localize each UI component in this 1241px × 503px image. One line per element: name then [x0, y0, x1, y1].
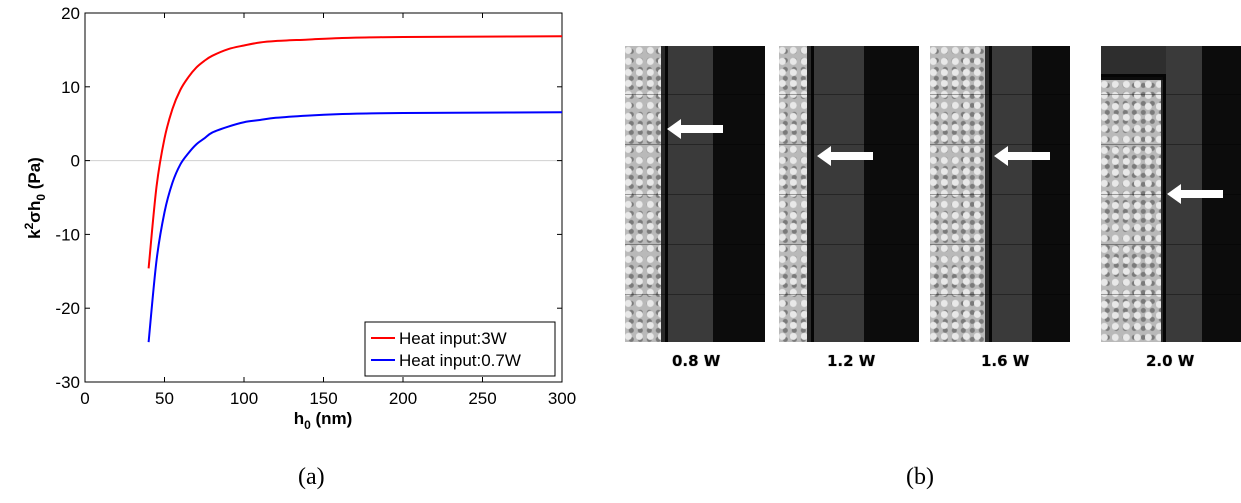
legend-label-0: Heat input:3W	[399, 329, 507, 348]
caption-a: (a)	[298, 464, 325, 490]
x-tick-label: 250	[468, 389, 496, 408]
arrow-icon	[994, 146, 1050, 166]
legend-box	[364, 321, 556, 377]
y-tick-label: -10	[55, 225, 80, 244]
image-panel-1.2w	[779, 46, 919, 342]
panel-label-1.2w: 1.2 W	[827, 352, 876, 370]
image-panel-1.6w	[930, 46, 1070, 342]
series-line-1	[147, 111, 563, 343]
x-tick-label: 150	[309, 389, 337, 408]
y-tick-label: -30	[55, 373, 80, 392]
y-tick-label: 10	[61, 78, 80, 97]
panel-label-2.0w: 2.0 W	[1146, 352, 1195, 370]
x-axis-label-main: h	[294, 409, 304, 428]
x-tick-label: 0	[80, 389, 89, 408]
panel-label-1.6w: 1.6 W	[981, 352, 1030, 370]
image-panel-0.8w	[625, 46, 765, 342]
x-tick-label: 200	[389, 389, 417, 408]
y-axis-label-rest: (Pa)	[25, 157, 44, 194]
legend-label-1: Heat input:0.7W	[399, 351, 521, 370]
y-axis-label-sup: 2	[22, 222, 36, 229]
x-tick-label: 100	[230, 389, 258, 408]
panel-label-0.8w: 0.8 W	[672, 352, 721, 370]
x-tick-label: 300	[548, 389, 576, 408]
y-tick-label: 20	[61, 4, 80, 23]
arrow-icon	[817, 146, 873, 166]
y-tick-label: -20	[55, 299, 80, 318]
x-tick-label: 50	[155, 389, 174, 408]
y-axis-label-k: k	[25, 229, 44, 239]
y-axis-label: k2σh0 (Pa)	[22, 157, 48, 239]
arrow-icon	[1167, 184, 1223, 204]
y-tick-label: 0	[71, 152, 80, 171]
y-axis-label-sigma: σh	[25, 201, 44, 223]
image-panel-2.0w	[1101, 46, 1241, 342]
series-line-0	[147, 35, 563, 269]
y-axis-label-sub: 0	[34, 194, 48, 201]
x-axis-label: h0 (nm)	[294, 409, 353, 432]
arrow-icon	[667, 119, 723, 139]
x-axis-label-sub: 0	[304, 418, 311, 432]
x-axis-label-rest: (nm)	[311, 409, 353, 428]
caption-b: (b)	[906, 464, 934, 490]
